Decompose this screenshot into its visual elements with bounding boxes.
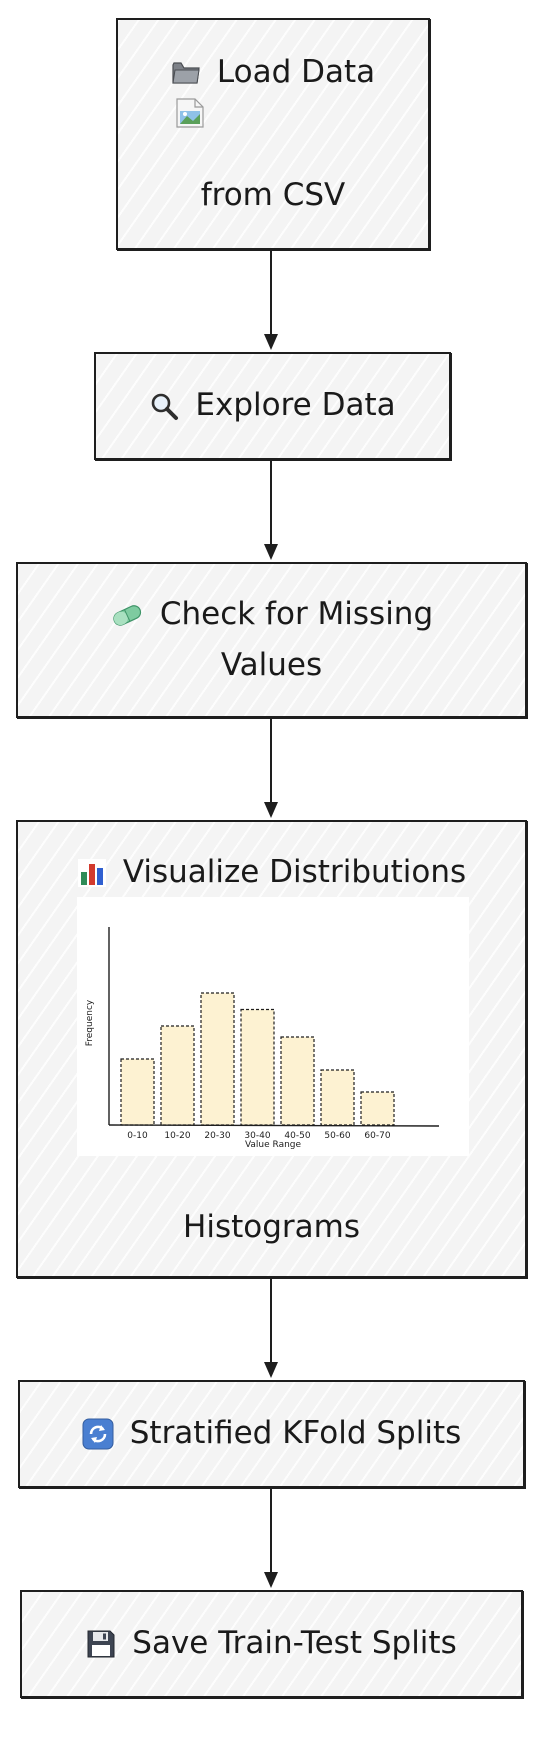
node-title: Visualize Distributions — [122, 854, 467, 890]
x-tick-label: 30-40 — [244, 1131, 270, 1141]
x-tick-label: 0-10 — [127, 1131, 148, 1141]
floppy-disk-icon — [86, 1629, 116, 1659]
y-axis-label: Frequency — [85, 999, 95, 1046]
load-data-node: Load Data from CSV — [116, 18, 430, 250]
node-title: Explore Data — [195, 387, 396, 423]
check-missing-node: Check for Missing Values — [16, 562, 527, 718]
stratified-kfold-node: Stratified KFold Splits — [18, 1380, 525, 1488]
histogram-chart: 0-10 10-20 20-30 30-40 40-50 50-60 60-70 Value… — [77, 897, 469, 1156]
save-splits-node: Save Train-Test Splits — [20, 1590, 523, 1698]
histogram-bar — [160, 1025, 195, 1126]
chart-caption: Histograms — [183, 1209, 360, 1245]
x-axis — [108, 1124, 440, 1127]
x-axis-label: Value Range — [245, 1140, 302, 1150]
histogram-bar — [200, 992, 235, 1126]
node-title-line2: Values — [220, 647, 323, 683]
node-title: Load Data — [216, 54, 376, 90]
histogram-bar — [240, 1008, 275, 1126]
node-subtitle: from CSV — [200, 177, 346, 213]
arrow-connector — [264, 250, 278, 350]
x-tick-label: 60-70 — [364, 1131, 390, 1141]
folder-icon — [171, 59, 201, 87]
node-title: Save Train-Test Splits — [132, 1625, 457, 1661]
arrow-connector — [264, 1278, 278, 1378]
node-title: Stratified KFold Splits — [129, 1415, 462, 1451]
magnifier-icon — [149, 391, 179, 421]
explore-data-node: Explore Data — [94, 352, 451, 460]
arrow-connector — [264, 1488, 278, 1588]
node-title: Check for Missing — [159, 596, 434, 632]
x-tick-label: 40-50 — [284, 1131, 310, 1141]
histogram-bar — [320, 1069, 355, 1126]
histogram-bar — [120, 1058, 155, 1126]
refresh-icon — [82, 1418, 114, 1450]
pill-icon — [110, 602, 144, 628]
broken-image-icon — [176, 98, 204, 128]
x-tick-label: 10-20 — [164, 1131, 190, 1141]
arrow-connector — [264, 718, 278, 818]
bar-chart-icon — [77, 858, 107, 888]
visualize-distributions-node: Visualize Distributions 0-10 10-20 20-30 30… — [16, 820, 527, 1278]
histogram-bar — [360, 1091, 395, 1126]
arrow-connector — [264, 460, 278, 560]
x-tick-label: 50-60 — [324, 1131, 350, 1141]
x-tick-label: 20-30 — [204, 1131, 230, 1141]
histogram-bar — [280, 1036, 315, 1126]
